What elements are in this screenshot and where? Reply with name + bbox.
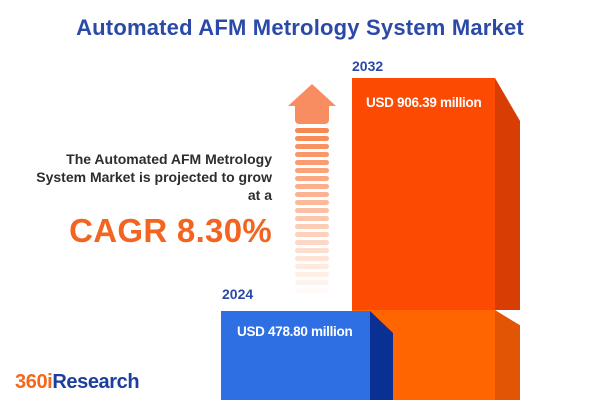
- description-line-2: System Market is projected to grow: [36, 169, 272, 186]
- arrow-neck: [295, 105, 329, 124]
- bar-2032-side: [495, 78, 520, 310]
- logo: 360iResearch: [15, 371, 140, 394]
- growth-arrow-stripes: [295, 128, 329, 300]
- market-description: The Automated AFM Metrology System Marke…: [0, 150, 272, 252]
- year-label-2032: 2032: [352, 58, 384, 74]
- bar-2032-value: USD 906.39 million: [366, 95, 482, 110]
- bar-2024-side: [370, 311, 393, 400]
- bar-2032-overlap-side: [495, 310, 520, 400]
- logo-prefix: 360i: [15, 371, 53, 393]
- growth-arrow-icon: [288, 84, 336, 300]
- description-line-1: The Automated AFM Metrology: [66, 151, 272, 167]
- bar-2032-face: USD 906.39 million: [352, 78, 495, 310]
- bar-2024-value: USD 478.80 million: [237, 324, 353, 339]
- description-line-3: at a: [247, 187, 272, 204]
- page-title: Automated AFM Metrology System Market: [76, 15, 524, 40]
- logo-suffix: Research: [52, 371, 140, 393]
- cagr-value: CAGR 8.30%: [69, 211, 272, 249]
- arrow-head-icon: [288, 84, 336, 106]
- bar-2024-face: USD 478.80 million: [221, 311, 370, 400]
- year-label-2024: 2024: [222, 286, 254, 302]
